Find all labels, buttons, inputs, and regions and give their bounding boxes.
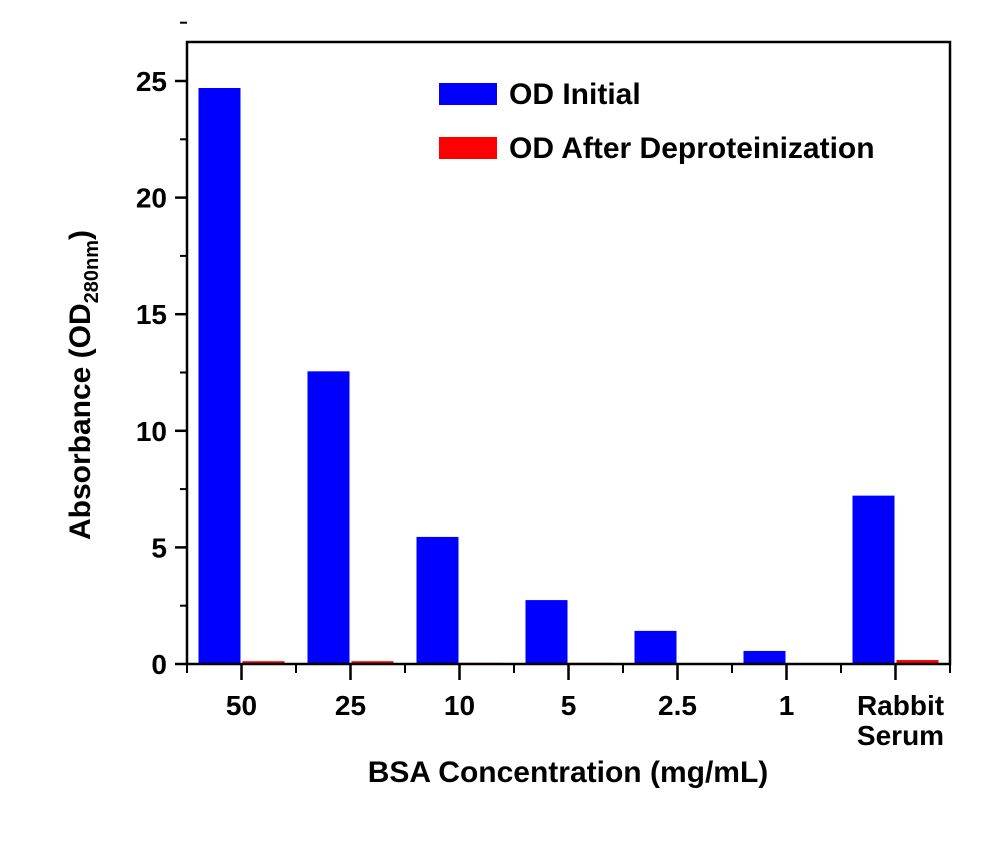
bar-od-initial-0 <box>198 87 241 665</box>
y-tick-label: 5 <box>151 532 167 563</box>
bar-od-after-0 <box>242 661 285 664</box>
legend-swatch-1 <box>439 137 497 159</box>
x-tick-label: 50 <box>226 690 257 721</box>
bar-od-after-6 <box>896 660 939 664</box>
x-tick-label: 25 <box>335 690 366 721</box>
x-tick-label: 5 <box>561 690 577 721</box>
y-tick-label: 25 <box>136 66 167 97</box>
bar-od-initial-3 <box>525 600 568 664</box>
bar-od-initial-6 <box>852 495 895 664</box>
bar-od-initial-1 <box>307 371 350 664</box>
x-tick-label: 10 <box>444 690 475 721</box>
y-tick-label: 10 <box>136 416 167 447</box>
x-tick-label: Rabbit Serum <box>857 690 944 751</box>
y-axis-label: Absorbance (OD280nm) <box>64 230 103 540</box>
x-tick-label: 2.5 <box>658 690 697 721</box>
bar-od-initial-5 <box>743 650 786 664</box>
x-axis-label: BSA Concentration (mg/mL) <box>368 756 769 789</box>
legend-label-0: OD Initial <box>509 78 641 111</box>
bar-od-initial-2 <box>416 536 459 664</box>
x-tick-label: 1 <box>779 690 795 721</box>
y-tick-label: 15 <box>136 299 167 330</box>
y-tick-label: 0 <box>151 649 167 680</box>
legend-swatch-0 <box>439 83 497 105</box>
bar-od-after-1 <box>351 661 394 664</box>
y-tick-label: 20 <box>136 183 167 214</box>
bar-od-initial-4 <box>634 630 677 664</box>
legend-label-1: OD After Deproteinization <box>509 132 875 165</box>
legend: OD Initial OD After Deproteinization <box>439 78 875 165</box>
